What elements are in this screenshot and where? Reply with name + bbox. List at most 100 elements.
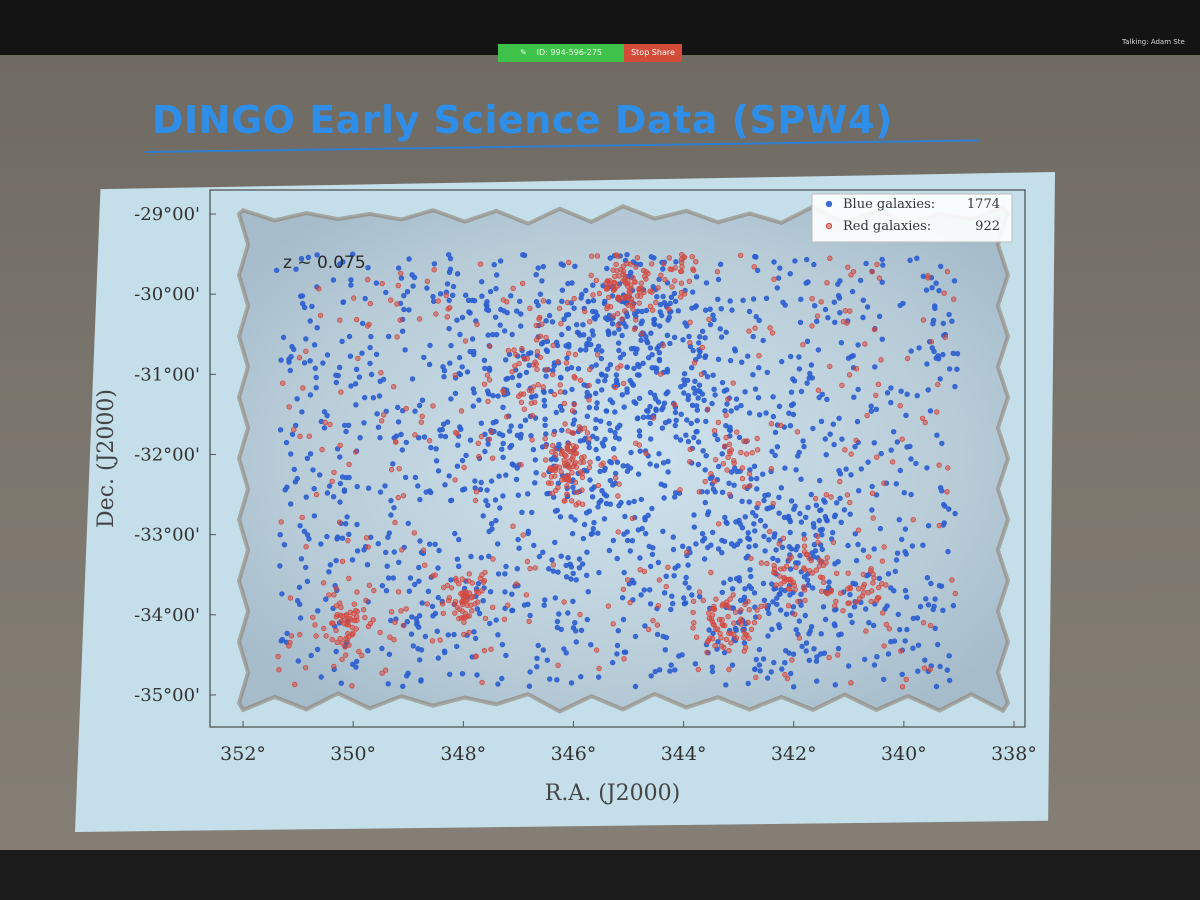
blue-galaxy-point (495, 681, 501, 687)
red-galaxy-point (510, 285, 516, 291)
red-galaxy-point (813, 567, 819, 573)
blue-galaxy-point (768, 669, 774, 675)
blue-galaxy-point (745, 353, 751, 359)
blue-galaxy-point (684, 417, 690, 423)
stop-share-button[interactable]: Stop Share (624, 44, 682, 62)
red-galaxy-point (826, 654, 832, 661)
blue-galaxy-point (864, 304, 871, 310)
blue-galaxy-point (704, 489, 710, 495)
blue-galaxy-point (456, 536, 462, 543)
blue-galaxy-point (536, 553, 543, 560)
red-galaxy-point (392, 519, 398, 526)
red-galaxy-point (365, 544, 371, 550)
blue-galaxy-point (876, 313, 883, 320)
red-galaxy-point (816, 563, 823, 569)
blue-galaxy-point (667, 668, 673, 674)
blue-galaxy-point (657, 667, 663, 673)
blue-galaxy-point (932, 305, 938, 312)
red-galaxy-point (615, 365, 621, 371)
blue-galaxy-point (278, 638, 284, 644)
red-galaxy-point (856, 586, 862, 592)
red-galaxy-point (343, 612, 350, 618)
blue-galaxy-point (500, 454, 506, 460)
blue-galaxy-point (590, 297, 597, 304)
red-galaxy-point (824, 591, 831, 597)
blue-galaxy-point (898, 388, 904, 394)
blue-galaxy-point (771, 659, 777, 666)
blue-galaxy-point (819, 526, 825, 533)
blue-galaxy-point (824, 518, 830, 524)
blue-galaxy-point (880, 262, 886, 268)
blue-galaxy-point (787, 592, 793, 598)
blue-galaxy-point (557, 514, 564, 520)
blue-galaxy-point (754, 486, 760, 492)
blue-galaxy-point (614, 459, 621, 465)
blue-galaxy-point (314, 646, 321, 653)
red-galaxy-point (564, 483, 570, 489)
blue-galaxy-point (566, 341, 572, 348)
blue-galaxy-point (915, 668, 921, 674)
blue-galaxy-point (598, 355, 605, 362)
red-galaxy-point (672, 265, 678, 271)
red-galaxy-point (581, 454, 587, 460)
blue-galaxy-point (831, 513, 838, 520)
blue-galaxy-point (495, 393, 501, 399)
blue-galaxy-point (620, 463, 626, 469)
red-galaxy-point (925, 272, 931, 279)
blue-galaxy-point (442, 433, 449, 440)
blue-galaxy-point (908, 348, 914, 354)
red-galaxy-point (708, 569, 714, 576)
red-galaxy-point (564, 299, 571, 306)
red-galaxy-point (777, 422, 784, 428)
blue-galaxy-point (599, 387, 605, 393)
blue-galaxy-point (406, 256, 412, 262)
red-galaxy-point (526, 618, 532, 624)
red-galaxy-point (823, 492, 830, 498)
blue-galaxy-point (723, 329, 729, 335)
blue-galaxy-point (779, 358, 785, 365)
blue-galaxy-point (877, 525, 884, 532)
red-galaxy-point (472, 601, 478, 607)
red-galaxy-point (696, 589, 703, 595)
blue-galaxy-point (602, 436, 608, 442)
red-galaxy-point (475, 440, 481, 446)
red-galaxy-point (731, 460, 737, 466)
blue-galaxy-point (753, 656, 759, 663)
red-galaxy-point (453, 429, 459, 436)
blue-galaxy-point (339, 474, 346, 480)
blue-galaxy-point (435, 594, 441, 601)
blue-galaxy-point (933, 355, 939, 361)
blue-galaxy-point (811, 261, 817, 268)
blue-galaxy-point (940, 320, 946, 327)
blue-galaxy-point (472, 635, 479, 642)
red-galaxy-point (439, 601, 446, 607)
y-tick-label: -30°00' (134, 284, 200, 305)
blue-galaxy-point (668, 662, 674, 668)
red-galaxy-point (586, 397, 592, 403)
red-galaxy-point (519, 280, 526, 287)
red-galaxy-point (557, 382, 563, 388)
blue-galaxy-point (766, 537, 772, 543)
blue-galaxy-point (835, 645, 842, 652)
red-galaxy-point (814, 533, 821, 539)
blue-galaxy-point (544, 657, 550, 663)
red-galaxy-point (723, 434, 729, 441)
blue-galaxy-point (333, 379, 339, 386)
x-tick-label: 348° (440, 743, 486, 765)
red-galaxy-point (612, 384, 618, 391)
red-galaxy-point (363, 597, 369, 604)
red-galaxy-point (521, 391, 527, 397)
red-galaxy-point (452, 372, 458, 378)
blue-galaxy-point (404, 288, 411, 295)
blue-galaxy-point (447, 255, 454, 262)
red-galaxy-point (488, 646, 494, 652)
red-galaxy-point (444, 314, 450, 320)
red-galaxy-point (753, 674, 759, 681)
red-galaxy-point (333, 627, 339, 633)
red-galaxy-point (473, 489, 480, 495)
blue-galaxy-point (273, 267, 280, 273)
red-galaxy-point (337, 442, 343, 448)
red-galaxy-point (830, 539, 837, 545)
blue-galaxy-point (607, 477, 613, 484)
blue-galaxy-point (719, 537, 725, 544)
